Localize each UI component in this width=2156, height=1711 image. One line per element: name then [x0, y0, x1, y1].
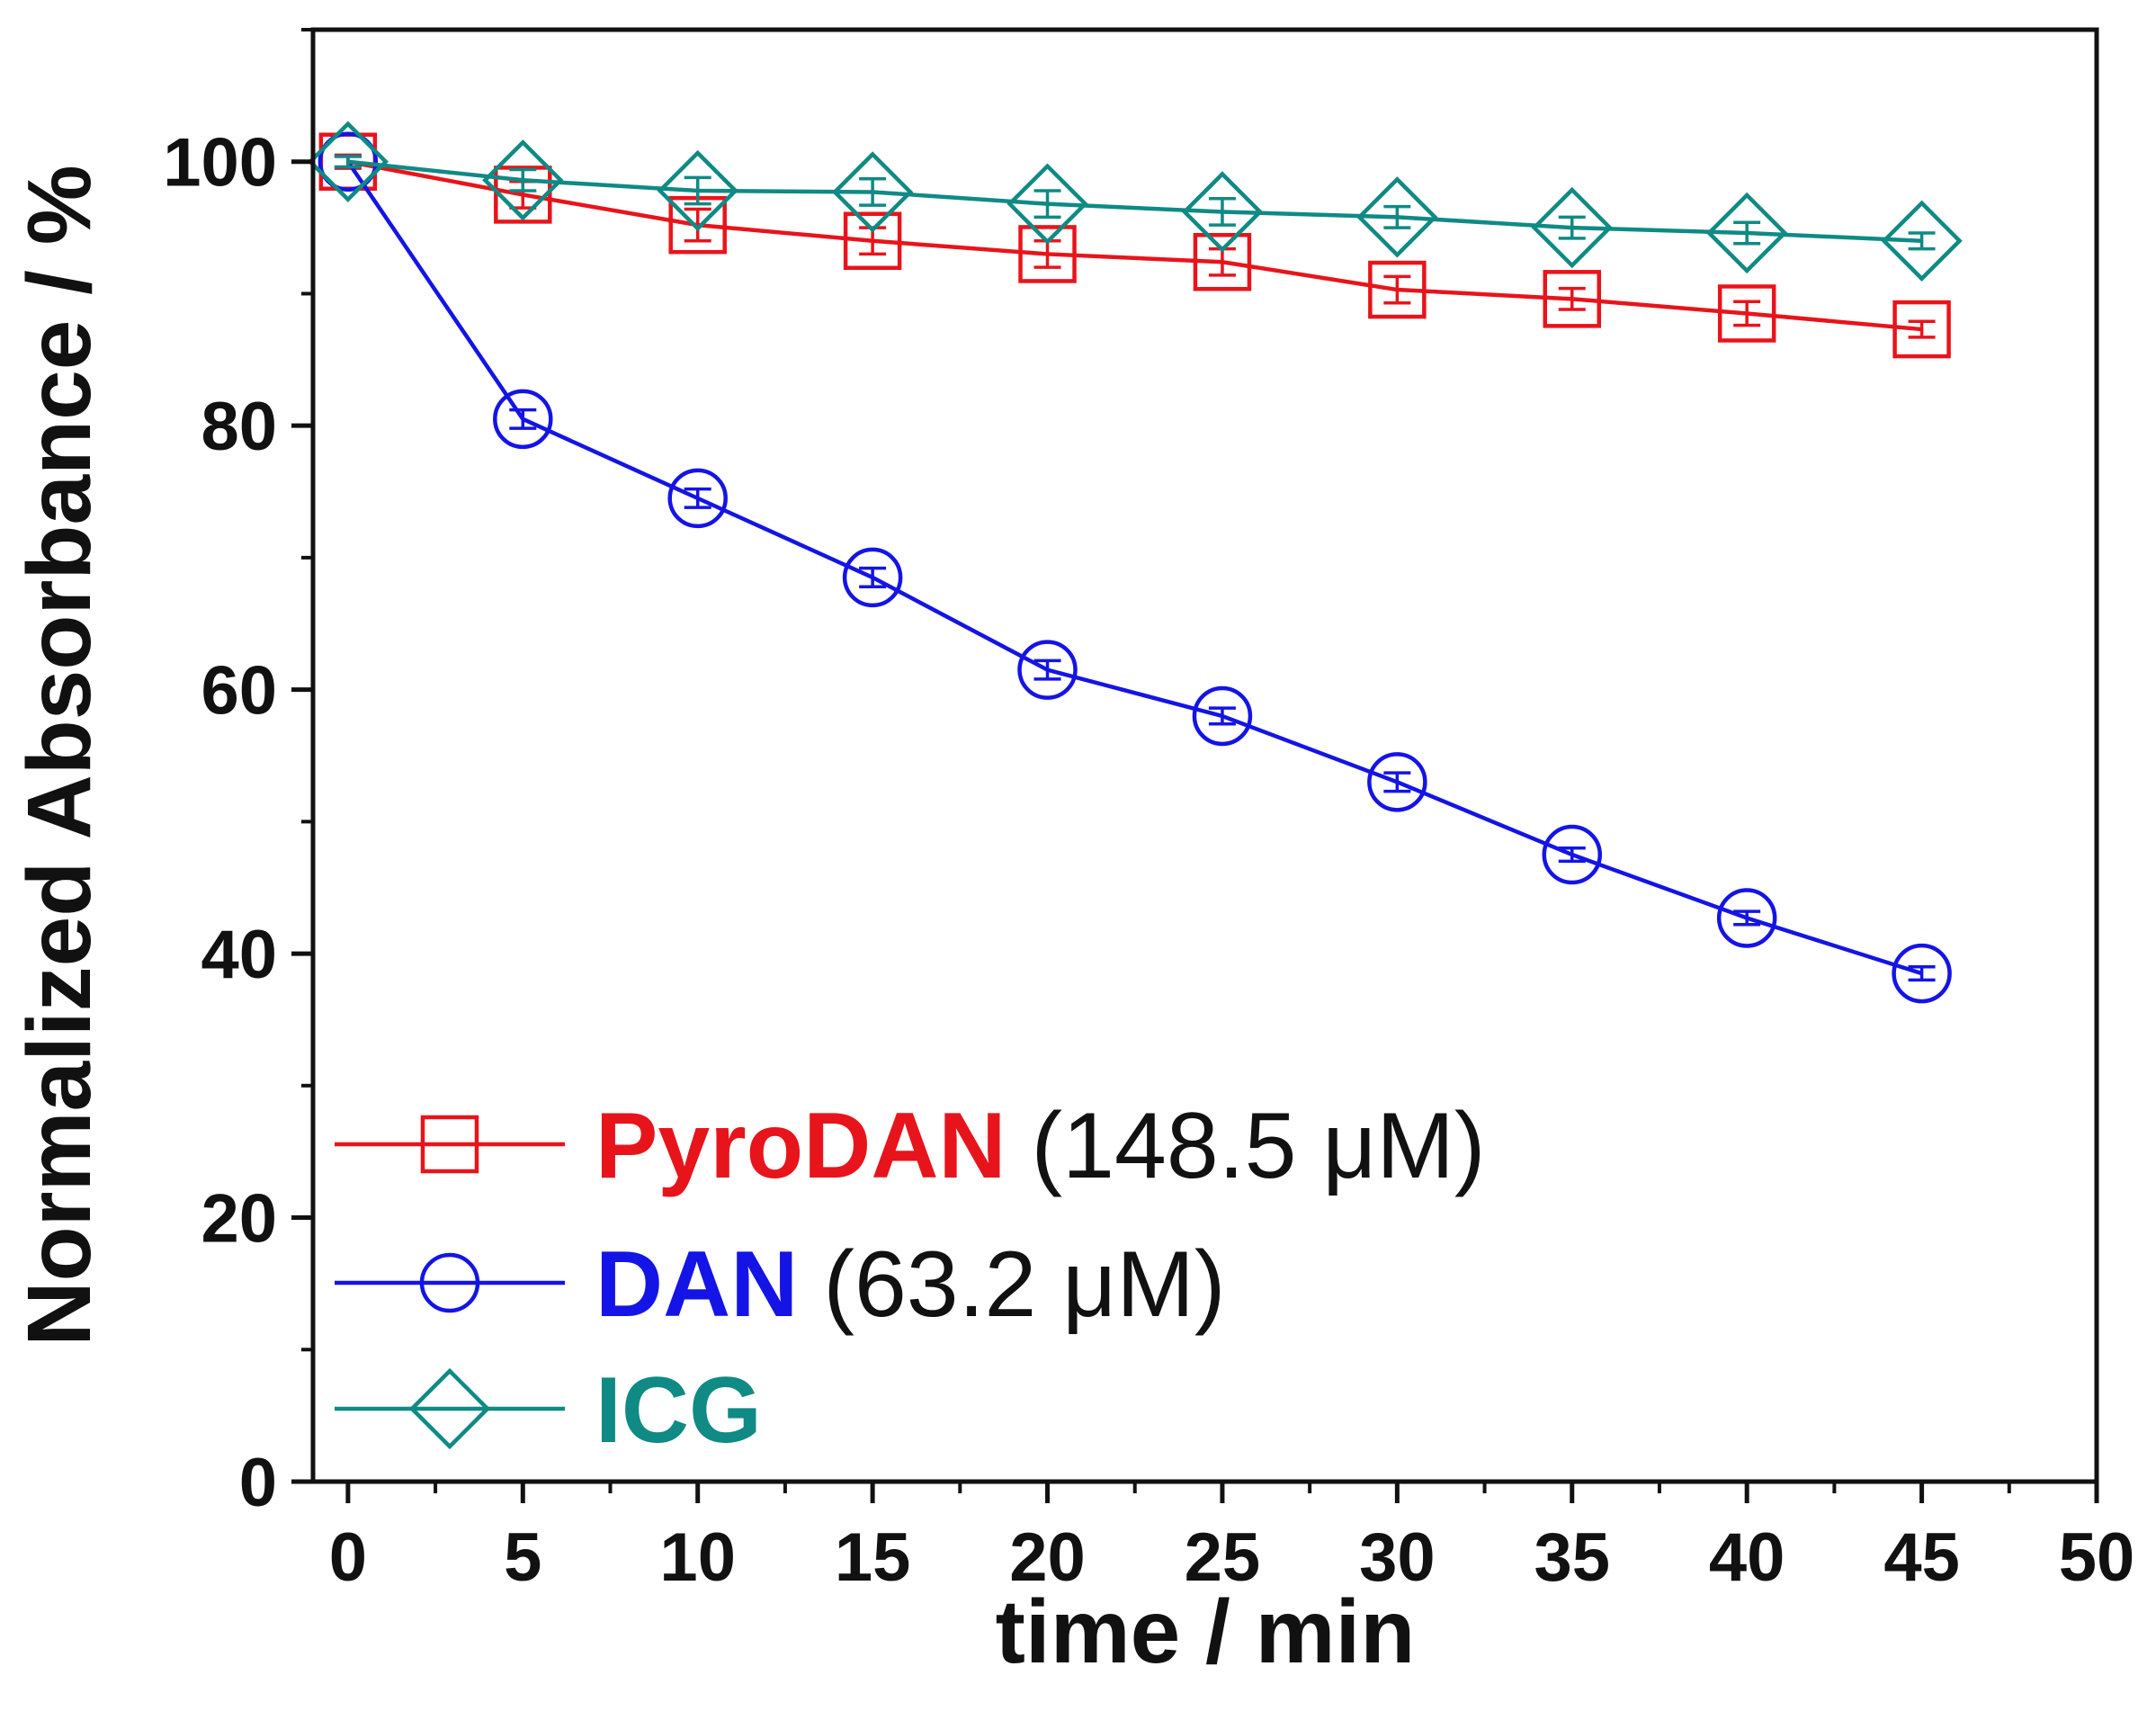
- data-point: [1705, 192, 1788, 274]
- legend-series-name: ICG: [595, 1358, 762, 1463]
- legend-series-name: PyroDAN: [595, 1094, 1006, 1198]
- data-point: [494, 166, 552, 224]
- data-point: [1892, 943, 1952, 1004]
- data-point: [1892, 300, 1951, 359]
- y-tick-label: 20: [201, 1181, 277, 1258]
- data-point: [1542, 824, 1603, 885]
- data-point: [667, 468, 728, 529]
- legend-concentration: (63.2 μM): [823, 1232, 1225, 1337]
- data-point: [1006, 163, 1088, 245]
- x-tick-label: 40: [1709, 1519, 1785, 1596]
- series-icg: [307, 121, 1963, 282]
- data-point: [1181, 171, 1264, 253]
- y-tick-label: 40: [201, 917, 277, 993]
- y-tick-label: 60: [201, 653, 277, 730]
- data-point: [318, 131, 379, 192]
- data-point: [1192, 685, 1253, 747]
- data-point: [657, 149, 738, 232]
- data-point: [843, 211, 902, 271]
- x-tick-label: 10: [659, 1519, 736, 1596]
- data-point: [1531, 186, 1613, 269]
- data-point: [1368, 260, 1427, 319]
- data-point: [493, 389, 553, 450]
- legend: PyroDAN (148.5 μM) DAN (63.2 μM) ICG: [335, 1094, 1486, 1463]
- series-line: [346, 160, 1923, 976]
- legend-label: DAN (63.2 μM): [595, 1232, 1225, 1337]
- x-tick-label: 5: [504, 1519, 541, 1596]
- data-point: [307, 121, 389, 202]
- x-tick-label: 45: [1883, 1519, 1960, 1596]
- data-point: [831, 151, 914, 233]
- legend-concentration: (148.5 μM): [1032, 1094, 1486, 1198]
- legend-item-pyrodan: PyroDAN (148.5 μM): [335, 1094, 1486, 1198]
- data-point: [1193, 232, 1252, 291]
- data-point: [1356, 176, 1438, 258]
- series-line: [347, 159, 1922, 332]
- data-point: [482, 139, 564, 221]
- x-tick-label: 15: [835, 1519, 911, 1596]
- data-point: [1716, 888, 1777, 948]
- y-tick-label: 80: [201, 389, 277, 465]
- data-point: [1367, 752, 1427, 812]
- legend-item-dan: DAN (63.2 μM): [335, 1232, 1225, 1337]
- legend-item-icg: ICG: [335, 1358, 762, 1463]
- legend-label: PyroDAN (148.5 μM): [595, 1094, 1486, 1198]
- plot-frame: [310, 27, 2099, 1484]
- x-tick-label: 30: [1359, 1519, 1436, 1596]
- legend-label: ICG: [595, 1358, 762, 1463]
- data-point: [1018, 225, 1077, 283]
- legend-marker-diamond-icon: [408, 1367, 491, 1450]
- x-tick-label: 0: [329, 1519, 367, 1596]
- legend-series-name: DAN: [595, 1232, 798, 1337]
- data-point: [1017, 640, 1078, 700]
- x-tick-label: 35: [1534, 1519, 1610, 1596]
- x-axis-title: time / min: [996, 1581, 1416, 1682]
- series-layer: [307, 121, 1963, 1004]
- legend-marker-circle-icon: [419, 1252, 480, 1313]
- y-tick-label: 100: [163, 125, 277, 202]
- series-line: [347, 159, 1922, 244]
- x-tick-label: 50: [2059, 1519, 2135, 1596]
- axis-layer: 0 5 10 15 20 25 30 35 40 45 50 0 20 40 60 80 100: [163, 28, 2135, 1596]
- data-point: [1717, 284, 1776, 343]
- x-tick-label: 25: [1185, 1519, 1261, 1596]
- x-tick-label: 20: [1009, 1519, 1086, 1596]
- y-tick-label: 0: [239, 1445, 277, 1521]
- data-point: [1881, 200, 1963, 282]
- legend-marker-square-icon: [420, 1115, 479, 1174]
- y-axis-title: Normalized Absorbance / %: [9, 165, 110, 1346]
- data-point: [1543, 270, 1602, 328]
- data-point: [842, 547, 903, 608]
